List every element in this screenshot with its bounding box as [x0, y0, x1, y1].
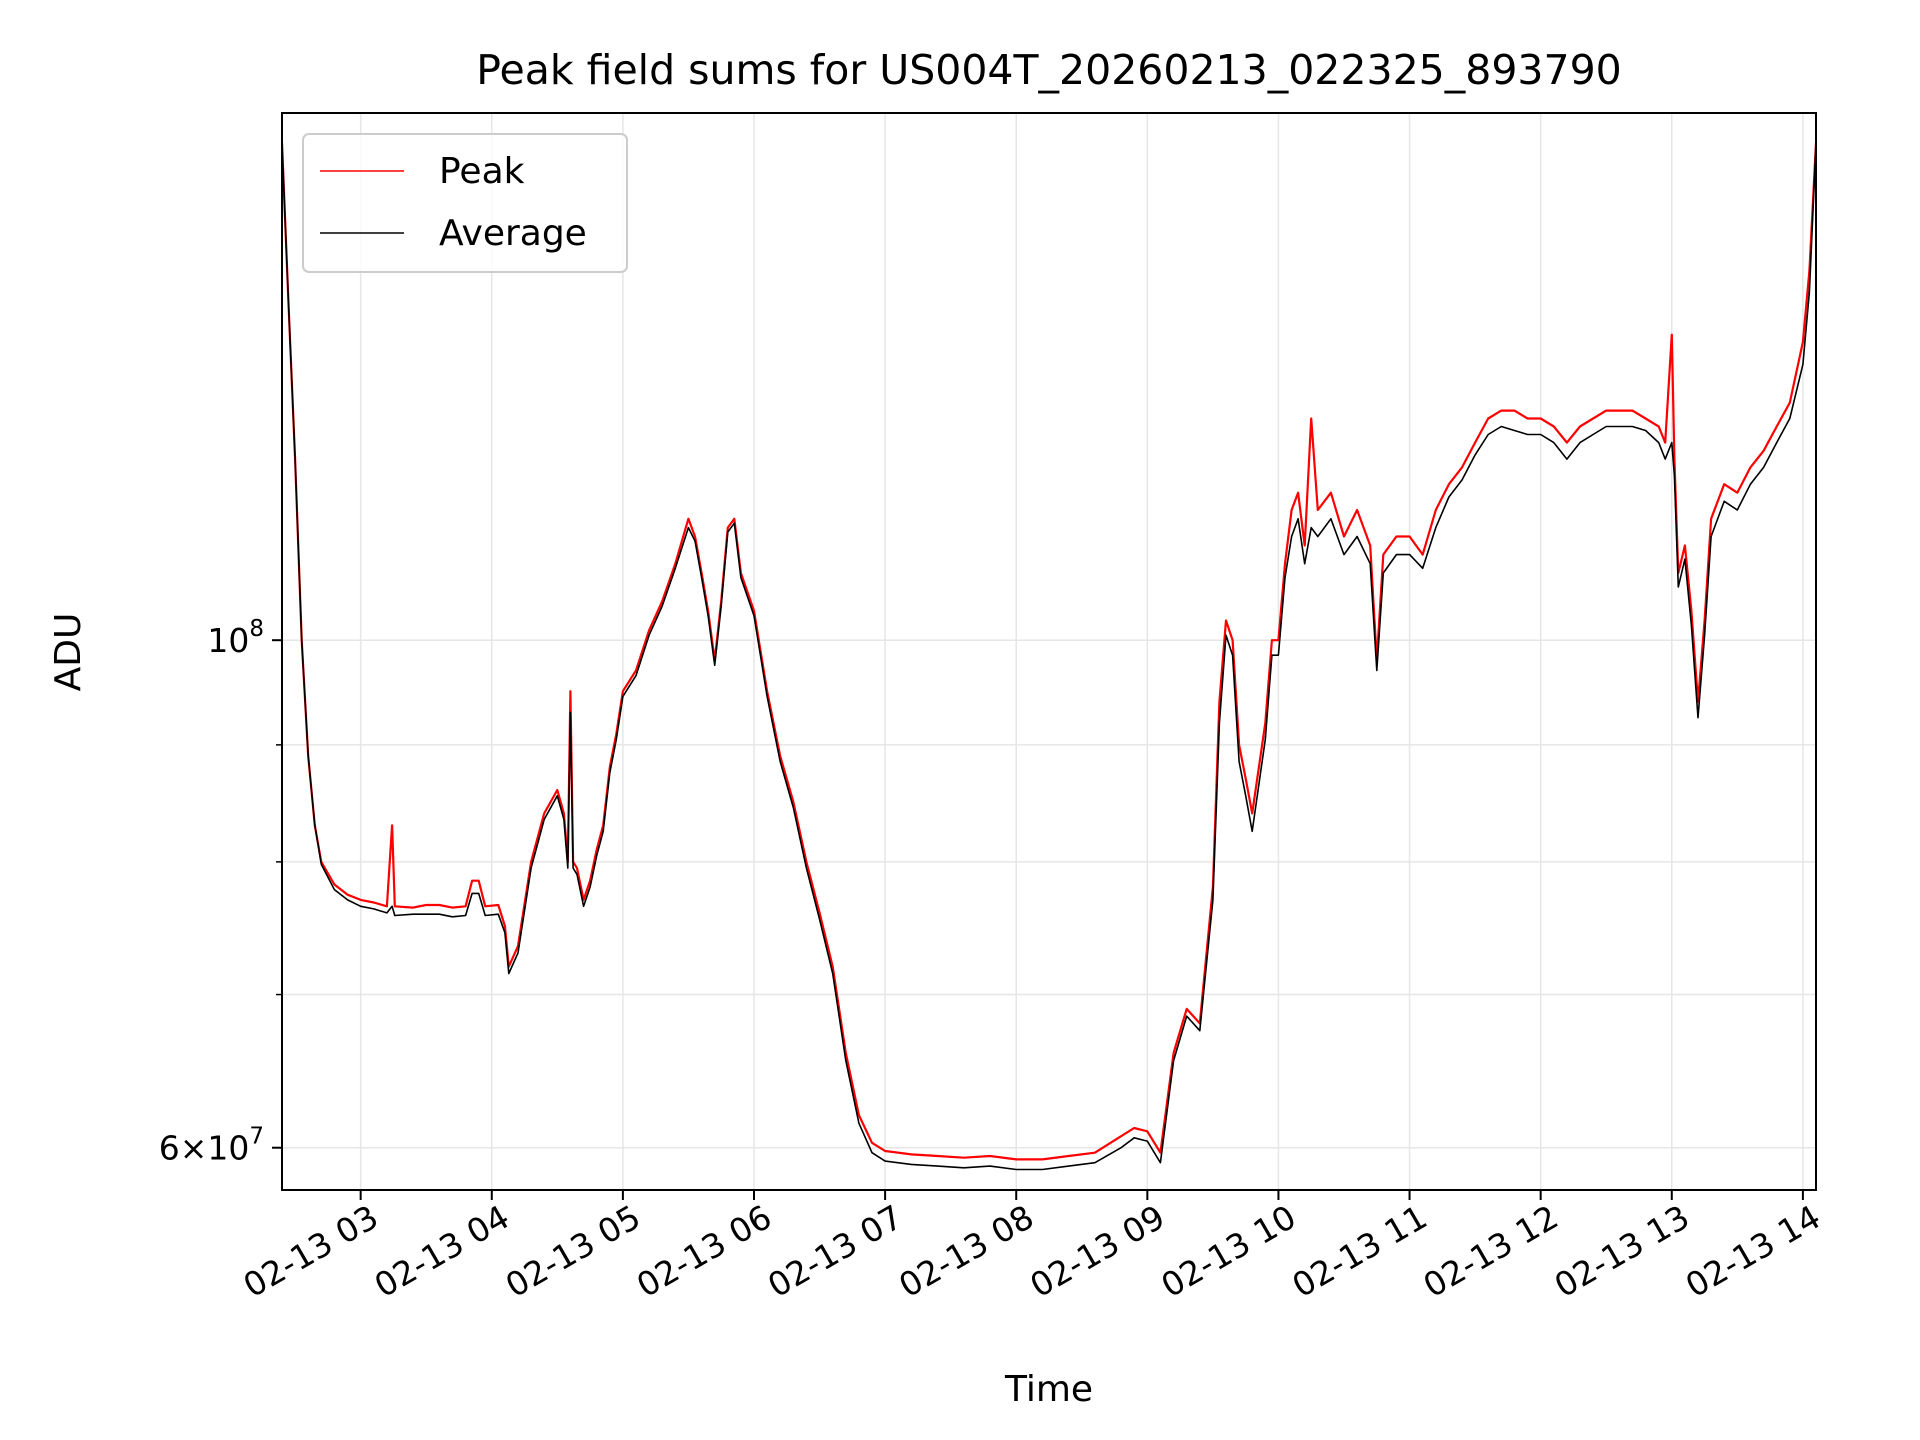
y-axis-label: ADU — [48, 613, 89, 692]
grid-lines — [282, 113, 1816, 1190]
y-tick-label: 6×107 — [159, 1124, 264, 1168]
y-axis: 108 6×107 — [159, 616, 282, 1168]
series-line-average — [282, 142, 1816, 1171]
chart-title: Peak field sums for US004T_20260213_0223… — [476, 46, 1622, 94]
x-axis-label: Time — [1004, 1369, 1093, 1410]
legend-peak-label: Peak — [439, 151, 525, 192]
series-layer — [282, 142, 1816, 1171]
legend-box — [302, 133, 628, 273]
y-tick-label: 108 — [207, 616, 264, 660]
legend-average-label: Average — [439, 213, 587, 254]
plot-area-frame — [281, 112, 1817, 1191]
legend: Peak Average — [302, 133, 628, 273]
